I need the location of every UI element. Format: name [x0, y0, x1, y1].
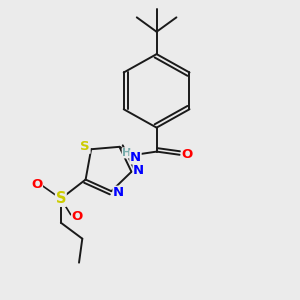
Text: O: O	[31, 178, 42, 191]
Text: H: H	[122, 148, 131, 158]
Text: O: O	[72, 210, 83, 223]
Text: N: N	[113, 186, 124, 199]
Text: N: N	[130, 151, 141, 164]
Text: S: S	[80, 140, 90, 153]
Text: O: O	[182, 148, 193, 161]
Text: N: N	[133, 164, 144, 177]
Text: S: S	[56, 191, 66, 206]
